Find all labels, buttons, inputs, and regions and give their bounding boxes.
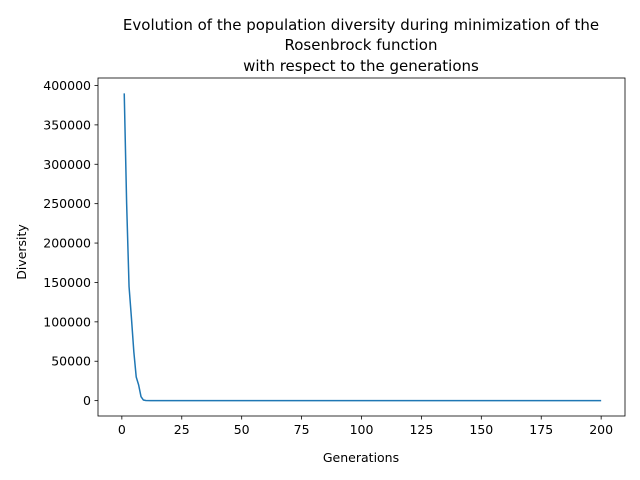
y-tick-label-0: 0	[83, 393, 91, 408]
x-tick-label-200: 200	[589, 422, 613, 437]
x-tick-label-150: 150	[469, 422, 493, 437]
x-tick-label-25: 25	[174, 422, 190, 437]
x-tick-label-125: 125	[409, 422, 433, 437]
x-tick-label-175: 175	[529, 422, 553, 437]
x-axis-label: Generations	[323, 450, 399, 465]
y-tick-label-400000: 400000	[43, 78, 91, 93]
plot-area: 0 25 50 75 100 125 150 175 200 0 50000 100000 150000…	[43, 77, 626, 437]
series-line-1	[123, 93, 602, 402]
y-tick-label-250000: 250000	[43, 196, 91, 211]
y-tick-label-50000: 50000	[51, 354, 91, 369]
chart-title-line-1: Evolution of the population diversity du…	[123, 16, 599, 34]
chart-title-line-2: Rosenbrock function	[285, 36, 438, 54]
x-tick-label-50: 50	[234, 422, 250, 437]
chart-title-line-3: with respect to the generations	[243, 57, 479, 75]
y-tick-label-100000: 100000	[43, 314, 91, 329]
y-tick-label-300000: 300000	[43, 157, 91, 172]
y-tick-label-200000: 200000	[43, 236, 91, 251]
y-tick-label-350000: 350000	[43, 117, 91, 132]
x-tick-label-100: 100	[350, 422, 374, 437]
x-tick-label-0: 0	[118, 422, 126, 437]
y-axis-label: Diversity	[14, 224, 29, 280]
y-tick-label-150000: 150000	[43, 275, 91, 290]
x-tick-label-75: 75	[294, 422, 310, 437]
